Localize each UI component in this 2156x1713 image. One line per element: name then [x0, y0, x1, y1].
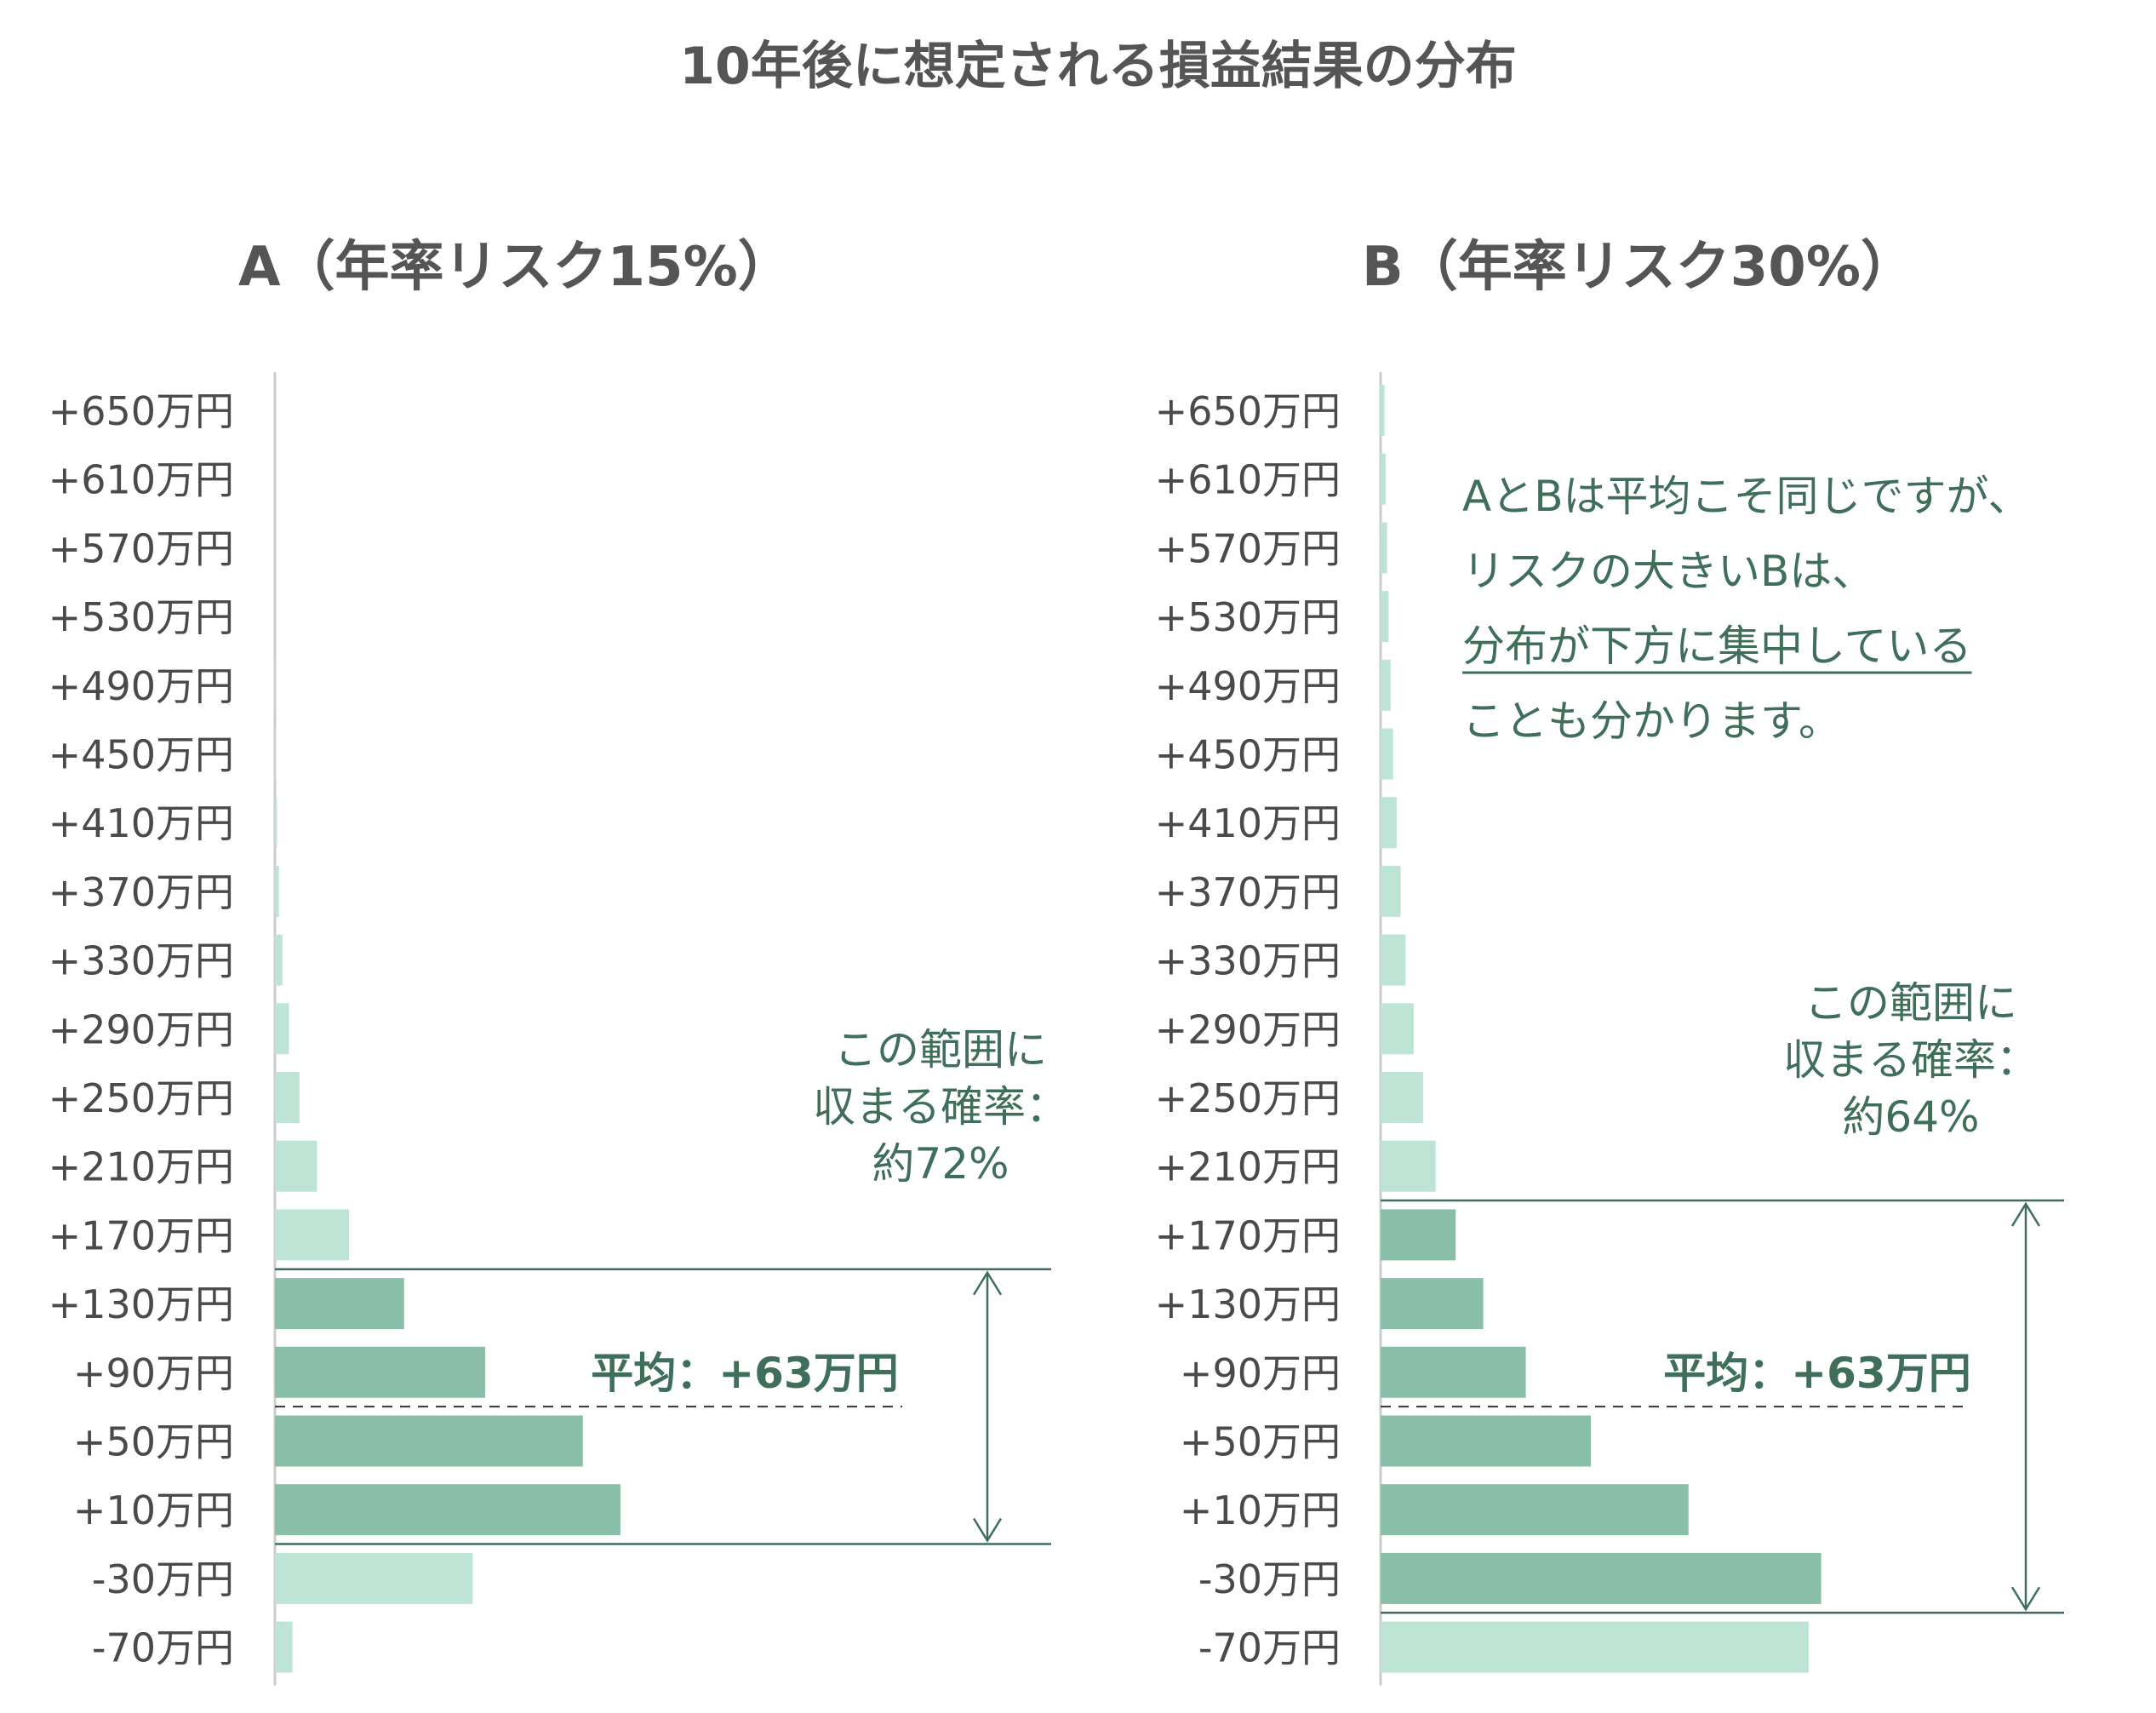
- panel-b-category-label: +290万円: [1155, 1006, 1341, 1052]
- note-line-3-underlined: 分布が下方に集中している: [1462, 622, 1972, 671]
- panel-a-range-label-line: この範囲に: [834, 1025, 1047, 1074]
- panel-b-category-label: +250万円: [1155, 1075, 1341, 1121]
- panel-a-bar: [275, 797, 277, 849]
- panel-a-bar: [275, 1484, 620, 1536]
- panel-b-bar: [1381, 659, 1391, 711]
- panel-b-category-label: +530万円: [1155, 594, 1341, 640]
- panel-a-bar: [275, 1209, 350, 1261]
- panel-b-range-label-line: 収まる確率：: [1783, 1035, 2039, 1085]
- panel-a-category-label: +650万円: [49, 388, 234, 434]
- panel-b: B（年率リスク30%） +650万円 +610万円 +570万円 +530万円 +490…: [1155, 236, 2064, 1686]
- panel-b-bar: [1381, 1140, 1436, 1192]
- panel-b-bar: [1381, 1072, 1423, 1123]
- panel-b-category-label: +450万円: [1155, 732, 1341, 778]
- panel-b-range-arrowhead-bottom: [2010, 1586, 2041, 1612]
- panel-b-category-label: +490万円: [1155, 663, 1341, 709]
- panel-b-bar: [1381, 453, 1386, 505]
- panel-a-bar: [275, 1552, 473, 1604]
- panel-b-range-label-line: この範囲に: [1804, 978, 2017, 1028]
- panel-a-bar: [275, 728, 277, 780]
- panel-a-category-label: +90万円: [73, 1350, 234, 1396]
- panel-b-category-label: -70万円: [1198, 1625, 1341, 1671]
- panel-a-bar: [275, 1621, 293, 1673]
- panel-a-category-label: -30万円: [92, 1556, 234, 1602]
- panel-b-mean-label: 平均：+63万円: [1663, 1349, 1970, 1398]
- panel-a-category-label: +330万円: [49, 938, 234, 984]
- panel-a-category-label: +410万円: [49, 800, 234, 846]
- panel-a-category-label: +170万円: [49, 1212, 234, 1258]
- panel-b-bar: [1381, 1552, 1821, 1604]
- panel-a-category-label: -70万円: [92, 1625, 234, 1671]
- panel-a-category-label: +130万円: [49, 1281, 234, 1327]
- panel-b-category-label: +170万円: [1155, 1212, 1341, 1258]
- panel-a-bar: [275, 659, 276, 711]
- panel-b-category-label: +610万円: [1155, 457, 1341, 503]
- chart-title: 10年後に想定される損益結果の分布: [679, 37, 1517, 96]
- panel-b-bar: [1381, 591, 1389, 643]
- panel-b-title: B（年率リスク30%）: [1362, 236, 1915, 299]
- panel-a-bar: [275, 1140, 317, 1192]
- panel-a-category-label: +370万円: [49, 869, 234, 915]
- panel-b-bar: [1381, 934, 1406, 986]
- panel-b-category-label: +130万円: [1155, 1281, 1341, 1327]
- panel-a-bar: [275, 1415, 583, 1467]
- panel-a-bar: [275, 1003, 289, 1055]
- panel-b-category-label: +410万円: [1155, 800, 1341, 846]
- panel-b-category-label: +650万円: [1155, 388, 1341, 434]
- panel-b-bar: [1381, 1346, 1526, 1398]
- panel-a-category-label: +250万円: [49, 1075, 234, 1121]
- panel-b-bar: [1381, 1415, 1592, 1467]
- panel-a-bar: [275, 1072, 300, 1123]
- panel-a-bar: [275, 1278, 404, 1330]
- panel-b-bar: [1381, 1621, 1809, 1673]
- panel-b-category-label: +330万円: [1155, 938, 1341, 984]
- panel-b-bar: [1381, 522, 1387, 574]
- panel-b-range-label-line: 約64%: [1842, 1092, 1979, 1142]
- panel-b-category-label: +90万円: [1180, 1350, 1341, 1396]
- panel-b-bar: [1381, 385, 1385, 436]
- panel-b-category-label: -30万円: [1198, 1556, 1341, 1602]
- panel-a-category-label: +530万円: [49, 594, 234, 640]
- panel-b-bar: [1381, 1209, 1456, 1261]
- panel-a-bar: [275, 934, 283, 986]
- panel-a-range-arrowhead-top: [972, 1270, 1003, 1296]
- panel-a: A（年率リスク15%） +650万円 +610万円 +570万円 +530万円 +490…: [49, 236, 1068, 1686]
- panel-a-category-label: +290万円: [49, 1006, 234, 1052]
- panel-a-range-arrowhead-bottom: [972, 1517, 1003, 1543]
- panel-b-bar: [1381, 1278, 1484, 1330]
- note-line-2: リスクの大きいBは、: [1462, 547, 1874, 596]
- panel-b-bar: [1381, 797, 1397, 849]
- panel-b-bar: [1381, 1003, 1414, 1055]
- panel-a-category-label: +50万円: [73, 1419, 234, 1465]
- panel-a-category-label: +570万円: [49, 525, 234, 571]
- explanation-note: AとBは平均こそ同じですが、 リスクの大きいBは、 分布が下方に集中している こ…: [1462, 472, 2031, 746]
- panel-b-category-label: +210万円: [1155, 1144, 1341, 1190]
- panel-b-range-arrowhead-top: [2010, 1201, 2041, 1227]
- panel-b-bar: [1381, 1484, 1689, 1536]
- panel-a-mean-label: 平均：+63万円: [591, 1349, 898, 1398]
- panel-a-category-label: +610万円: [49, 457, 234, 503]
- panel-a-category-label: +490万円: [49, 663, 234, 709]
- panel-a-range-label-line: 収まる確率：: [813, 1082, 1068, 1131]
- panel-a-range-label-line: 約72%: [872, 1139, 1009, 1189]
- panel-b-category-label: +10万円: [1180, 1487, 1341, 1533]
- panel-a-category-label: +450万円: [49, 732, 234, 778]
- panel-a-title: A（年率リスク15%）: [238, 236, 792, 299]
- panel-b-bar: [1381, 728, 1393, 780]
- panel-a-bar: [275, 865, 279, 917]
- panel-b-category-label: +50万円: [1180, 1419, 1341, 1465]
- panel-a-category-label: +210万円: [49, 1144, 234, 1190]
- panel-b-category-label: +370万円: [1155, 869, 1341, 915]
- panel-a-bar: [275, 1346, 486, 1398]
- panel-a-category-label: +10万円: [73, 1487, 234, 1533]
- panel-b-category-label: +570万円: [1155, 525, 1341, 571]
- panel-b-bar: [1381, 865, 1401, 917]
- note-line-4: ことも分かります。: [1462, 696, 1841, 746]
- note-line-1: AとBは平均こそ同じですが、: [1462, 472, 2031, 521]
